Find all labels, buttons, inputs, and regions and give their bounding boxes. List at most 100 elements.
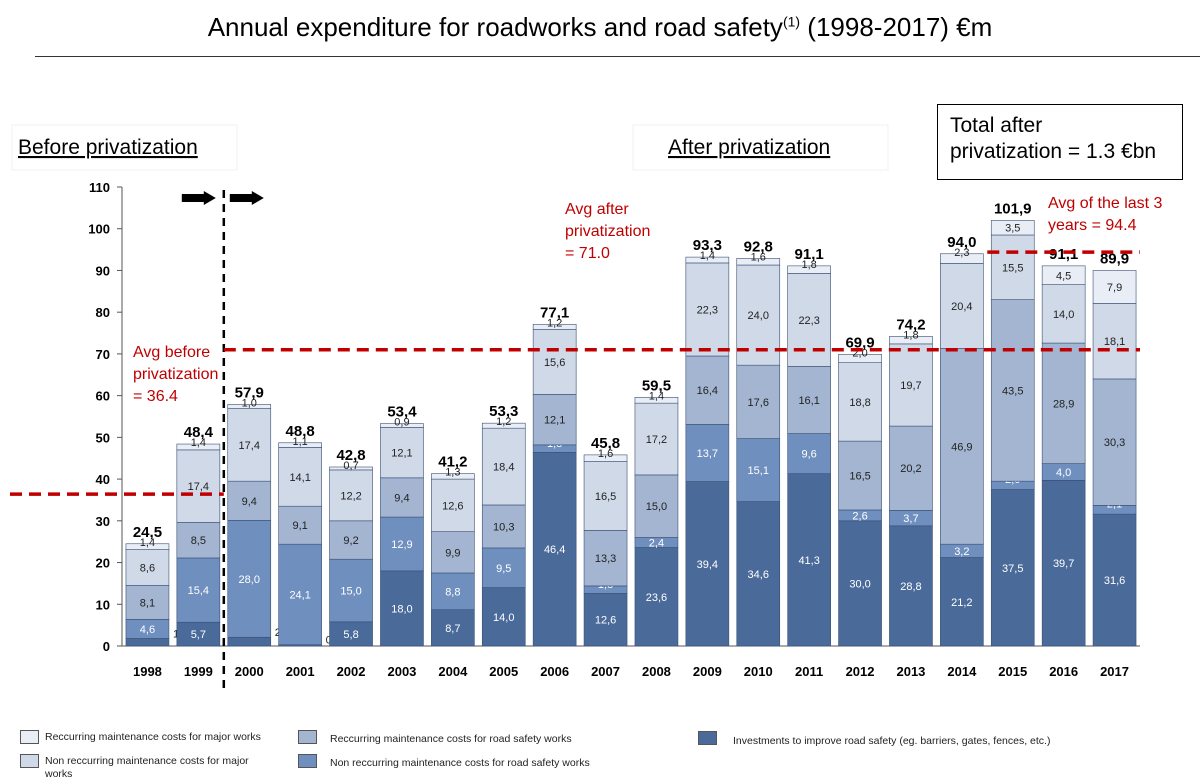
value-label-nonrec_major-2008: 17,2 xyxy=(646,434,667,446)
legend-swatch-investments xyxy=(698,731,717,745)
value-label-investments-2015: 37,5 xyxy=(1002,563,1023,575)
bar-investments-2015 xyxy=(990,489,1035,647)
title-divider xyxy=(35,56,1200,57)
bar-nonrec_safety-1999 xyxy=(176,557,221,623)
value-label-nonrec_safety-2014: 3,2 xyxy=(954,546,969,558)
x-tick-label-2014: 2014 xyxy=(947,664,977,679)
bar-investments-2005 xyxy=(481,587,526,647)
legend-swatch-rec-safety xyxy=(298,730,317,744)
value-label-rec_safety-2004: 9,9 xyxy=(445,547,460,559)
total-line-1: Total after xyxy=(950,114,1043,137)
x-tick-label-2003: 2003 xyxy=(387,664,416,679)
bar-rec_safety-2008 xyxy=(634,474,679,538)
value-label-nonrec_safety-1998: 4,6 xyxy=(140,624,155,636)
bar-nonrec_major-2017 xyxy=(1092,303,1137,380)
value-label-nonrec_major-1999: 17,4 xyxy=(188,481,209,493)
avg-before-text-2: = 36.4 xyxy=(133,388,178,405)
value-label-rec_safety-2009: 16,4 xyxy=(697,385,718,397)
total-label-2003: 53,4 xyxy=(387,404,417,421)
value-label-nonrec_safety-2012: 2,6 xyxy=(852,510,867,522)
value-label-investments-1999: 5,7 xyxy=(191,629,206,641)
value-label-nonrec_major-2009: 22,3 xyxy=(697,304,718,316)
x-tick-label-2015: 2015 xyxy=(998,664,1027,679)
value-label-rec_major-2007: 1,6 xyxy=(598,448,613,460)
bar-nonrec_major-2002 xyxy=(329,469,373,522)
x-tick-label-2002: 2002 xyxy=(337,664,366,679)
total-line-2: privatization = 1.3 €bn xyxy=(950,140,1157,163)
value-label-rec_major-2004: 1,3 xyxy=(445,467,460,479)
bar-rec_major-2009 xyxy=(685,256,730,264)
total-after-privatization-box: Total after privatization = 1.3 €bn xyxy=(937,104,1183,180)
bar-rec_safety-2005 xyxy=(481,504,526,549)
total-label-1998: 24,5 xyxy=(133,524,162,541)
value-label-nonrec_safety-2010: 15,1 xyxy=(748,465,769,477)
value-label-investments-2010: 34,6 xyxy=(748,569,769,581)
bar-rec_major-1999 xyxy=(176,443,221,451)
right-arrow-icon xyxy=(229,191,264,205)
value-label-rec_safety-2015: 43,5 xyxy=(1002,385,1023,397)
bar-rec_safety-2004 xyxy=(431,531,475,574)
value-label-rec_major-2017: 7,9 xyxy=(1107,282,1122,294)
before-label-panel xyxy=(11,124,238,171)
bar-rec_safety-1998 xyxy=(125,585,170,620)
bar-rec_major-2016 xyxy=(1041,265,1086,285)
value-label-rec_major-2014: 2,3 xyxy=(954,247,969,259)
value-label-rec_major-2016: 4,5 xyxy=(1056,270,1071,282)
value-label-rec_major-2009: 1,4 xyxy=(700,250,715,262)
total-label-2017: 89,9 xyxy=(1100,250,1129,267)
avg-after-text-1: privatization xyxy=(565,223,650,240)
title-footnote: (1) xyxy=(782,13,801,30)
value-label-nonrec_major-2014: 20,4 xyxy=(951,301,972,313)
bar-rec_major-2000 xyxy=(227,404,272,409)
bar-nonrec_major-2009 xyxy=(685,262,730,357)
bar-nonrec_major-2016 xyxy=(1041,284,1086,344)
value-label-rec_safety-2014: 46,9 xyxy=(951,441,972,453)
x-tick-label-2009: 2009 xyxy=(693,664,722,679)
legend-label-investments: Investments to improve road safety (eg. … xyxy=(733,735,1051,747)
value-label-investments-2004: 8,7 xyxy=(445,623,460,635)
y-tick-label-60: 60 xyxy=(96,389,110,404)
bar-rec_safety-2009 xyxy=(685,355,730,425)
value-label-nonrec_major-2015: 15,5 xyxy=(1002,262,1023,274)
bar-nonrec_major-2000 xyxy=(227,408,272,482)
bar-rec_safety-2017 xyxy=(1092,378,1137,506)
value-label-rec_safety-2002: 9,2 xyxy=(343,535,358,547)
bar-investments-2012 xyxy=(838,520,882,647)
bar-rec_safety-2006 xyxy=(532,394,577,446)
value-label-nonrec_major-2006: 15,6 xyxy=(544,357,565,369)
total-label-2016: 91,1 xyxy=(1049,246,1078,263)
value-label-rec_safety-1998: 8,1 xyxy=(140,597,155,609)
value-label-investments-2002: 5,8 xyxy=(343,629,358,641)
value-label-rec_major-2002: 0,7 xyxy=(343,460,358,472)
bar-investments-2013 xyxy=(889,525,933,647)
value-label-nonrec_major-2000: 17,4 xyxy=(239,440,260,452)
value-label-rec_major-2003: 0,9 xyxy=(394,417,409,429)
value-label-investments-2017: 31,6 xyxy=(1104,575,1125,587)
bar-rec_safety-2001 xyxy=(278,505,322,545)
bar-rec_safety-1999 xyxy=(176,522,221,559)
value-label-nonrec_safety-2000: 28,0 xyxy=(239,574,260,586)
x-tick-label-2000: 2000 xyxy=(235,664,264,679)
x-tick-label-1999: 1999 xyxy=(184,664,213,679)
bar-nonrec_major-2005 xyxy=(481,427,526,506)
bar-nonrec_safety-2010 xyxy=(736,438,781,502)
y-tick-label-20: 20 xyxy=(96,556,110,571)
value-label-nonrec_safety-2002: 15,0 xyxy=(340,586,361,598)
value-label-investments-2011: 41,3 xyxy=(798,555,819,567)
total-label-2011: 91,1 xyxy=(795,246,824,263)
legend-swatch-nonrec-major xyxy=(20,754,39,768)
total-label-2006: 77,1 xyxy=(540,304,569,321)
value-label-rec_major-2005: 1,2 xyxy=(496,416,511,428)
value-label-investments-2003: 18,0 xyxy=(391,603,412,615)
value-label-nonrec_safety-2013: 3,7 xyxy=(903,513,918,525)
value-label-rec_safety-2016: 28,9 xyxy=(1053,398,1074,410)
bar-rec_major-2013 xyxy=(889,336,933,345)
x-tick-label-2006: 2006 xyxy=(540,664,569,679)
chart-title: Annual expenditure for roadworks and roa… xyxy=(0,12,1200,43)
bar-investments-2008 xyxy=(634,547,679,647)
y-tick-label-70: 70 xyxy=(96,347,110,362)
bar-investments-2006 xyxy=(532,452,577,647)
value-label-investments-2008: 23,6 xyxy=(646,592,667,604)
bar-rec_safety-2007 xyxy=(583,530,628,587)
bar-rec_major-2014 xyxy=(940,253,984,264)
